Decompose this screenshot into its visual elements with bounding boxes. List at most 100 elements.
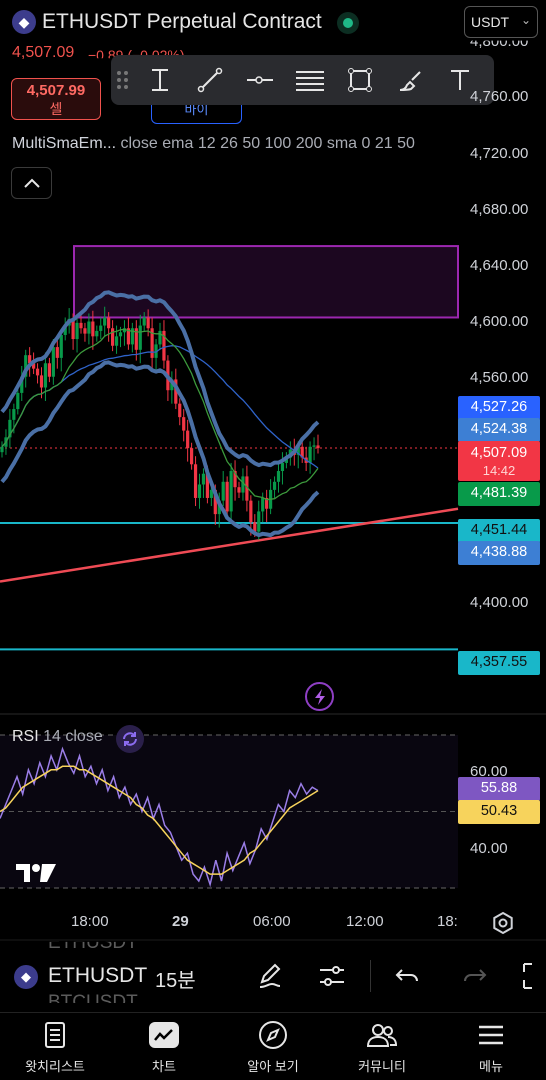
fullscreen-icon[interactable]	[520, 960, 546, 992]
candle-body	[55, 347, 59, 358]
next-symbol[interactable]: BTCUSDT	[48, 992, 138, 1013]
indicator-legend[interactable]: MultiSmaEm... close ema 12 26 50 100 200…	[12, 135, 415, 153]
nav-explore[interactable]: 알아 보기	[223, 1018, 323, 1075]
candle-body	[245, 476, 249, 501]
sync-icon[interactable]	[116, 725, 144, 753]
brush-icon[interactable]	[385, 60, 435, 100]
indicators-icon[interactable]	[316, 960, 348, 992]
ema-price-label: 4,481.39	[458, 482, 540, 506]
undo-icon[interactable]	[392, 960, 424, 992]
vertical-line-icon[interactable]	[135, 60, 185, 100]
candle-body	[174, 379, 178, 404]
candle-body	[233, 471, 237, 488]
candle-body	[221, 481, 225, 501]
resistance-zone	[73, 245, 459, 319]
redo-icon[interactable]	[458, 960, 490, 992]
rsi-params: 14 close	[43, 728, 103, 745]
time-tick: 29	[172, 913, 189, 930]
candle-body	[280, 462, 285, 472]
market-status-icon	[337, 12, 359, 34]
support-price-label: 4,451.44	[458, 519, 540, 543]
drag-handle-icon[interactable]	[111, 65, 135, 95]
rectangle-icon[interactable]	[335, 60, 385, 100]
candle-body	[59, 334, 63, 358]
candle-body	[209, 489, 213, 498]
candle-body	[8, 419, 12, 438]
candle-body	[225, 481, 229, 512]
quote-currency-select[interactable]: USDT ⌄	[464, 6, 538, 38]
candle-body	[193, 464, 198, 498]
candle-body	[114, 336, 119, 346]
time-tick: 18:00	[71, 913, 109, 930]
lightning-icon[interactable]	[305, 682, 334, 711]
pencil-icon[interactable]	[254, 960, 286, 992]
last-price-label: 4,507.09 14:42	[458, 441, 540, 481]
ema-fast-line	[1, 328, 319, 501]
candle-body	[71, 318, 75, 340]
candle-body	[118, 332, 123, 337]
prev-symbol[interactable]: ETHUSDT	[48, 932, 138, 953]
candle-body	[12, 409, 16, 420]
chart-icon	[154, 1029, 173, 1041]
candle-body	[107, 317, 111, 329]
nav-community[interactable]: 커뮤니티	[332, 1018, 432, 1075]
parallel-lines-icon[interactable]	[285, 60, 335, 100]
candle-body	[43, 363, 48, 388]
rsi-ma-label: 50.43	[458, 800, 540, 824]
candle-body	[99, 325, 103, 331]
candle-body	[300, 446, 304, 458]
candle-body	[35, 368, 40, 376]
gear-icon[interactable]	[490, 910, 516, 936]
text-icon[interactable]	[435, 60, 485, 100]
candle-body	[95, 330, 99, 337]
price-tick: 4,400.00	[470, 594, 529, 611]
interval-button[interactable]: 15분	[155, 970, 196, 992]
candle-body	[103, 317, 107, 326]
price-tick: 4,720.00	[470, 145, 529, 162]
candle-body	[229, 471, 233, 512]
menu-icon	[479, 1025, 503, 1045]
trend-line-icon[interactable]	[185, 60, 235, 100]
symbol-search-button[interactable]: ETHUSDT	[48, 964, 148, 987]
candle-body	[213, 489, 217, 515]
candle-body	[308, 446, 312, 463]
chevron-down-icon: ⌄	[520, 13, 531, 27]
price-tick: 4,800.00	[470, 33, 529, 50]
candle-body	[249, 500, 253, 523]
candle-body	[186, 430, 190, 449]
nav-label: 왓치리스트	[25, 1059, 85, 1074]
rsi-value-label: 55.88	[458, 777, 540, 801]
support-price-label: 4,357.55	[458, 651, 540, 675]
price-tick: 4,680.00	[470, 201, 529, 218]
candle-body	[138, 325, 142, 350]
candle-body	[39, 375, 44, 388]
candle-body	[51, 347, 55, 377]
nav-menu[interactable]: 메뉴	[441, 1018, 541, 1075]
divider	[370, 960, 371, 992]
candle-body	[205, 473, 209, 498]
buy-button[interactable]: 바이	[151, 100, 242, 124]
chevron-up-icon	[23, 178, 40, 188]
candle-body	[170, 379, 174, 391]
nav-watchlist[interactable]: 왓치리스트	[5, 1018, 105, 1075]
candle-body	[182, 417, 186, 431]
watchlist-icon	[45, 1022, 65, 1048]
candle-body	[75, 322, 79, 340]
candle-body	[20, 376, 24, 393]
candle-body	[237, 487, 241, 493]
candle-body	[272, 481, 277, 490]
last-price-value: 4,507.09	[470, 445, 528, 461]
nav-label: 커뮤니티	[358, 1059, 406, 1074]
sma-price-label: 4,524.38	[458, 418, 540, 442]
candle-body	[79, 322, 83, 329]
collapse-legend-button[interactable]	[11, 167, 52, 199]
quote-currency-value: USDT	[471, 14, 510, 30]
rsi-legend[interactable]: RSI 14 close	[12, 728, 103, 746]
candle-body	[158, 330, 162, 345]
rsi-tick: 60.00	[470, 763, 508, 780]
sell-button[interactable]: 4,507.99 셀	[11, 78, 101, 120]
horizontal-ray-icon[interactable]	[235, 60, 285, 100]
nav-chart[interactable]: 차트	[114, 1018, 214, 1075]
